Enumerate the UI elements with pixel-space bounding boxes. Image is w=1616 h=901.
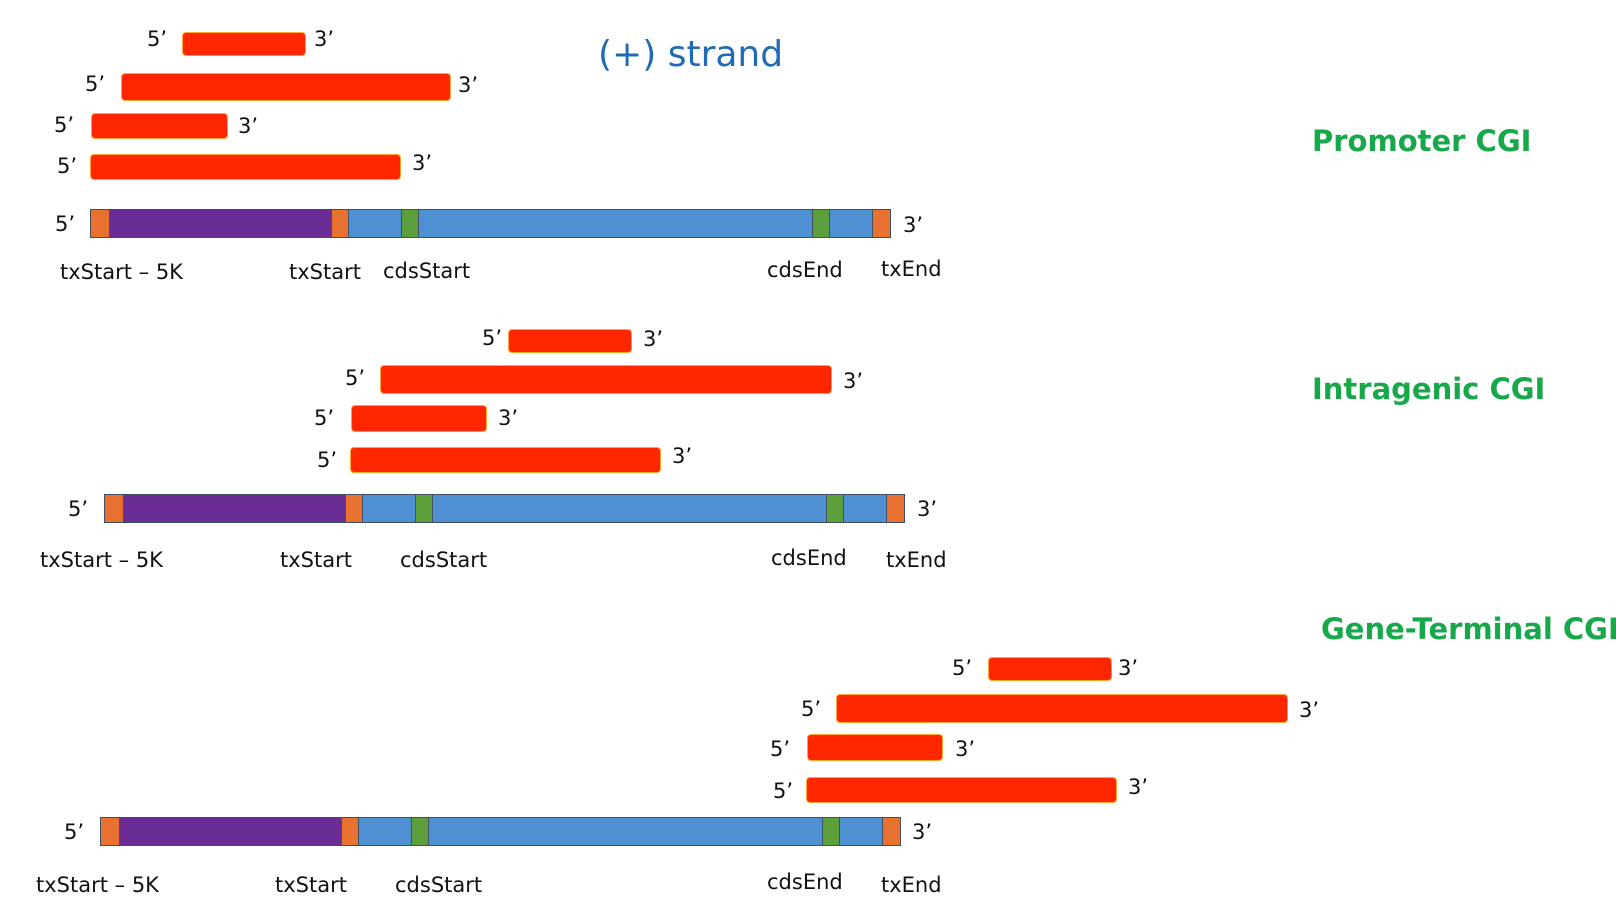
five-prime-label: 5’ — [482, 326, 503, 350]
five-prime-label: 5’ — [317, 448, 338, 472]
label-tx-start-5k: txStart – 5K — [60, 260, 183, 284]
cgi-bar — [508, 329, 632, 353]
three-prime-label: 3’ — [955, 737, 976, 761]
upstream-region — [100, 209, 344, 238]
label-cds-end: cdsEnd — [771, 546, 847, 570]
cgi-bar — [988, 657, 1112, 681]
five-prime-label: 5’ — [54, 113, 75, 137]
cds-start-marker — [411, 817, 429, 846]
tx-end-marker — [886, 494, 905, 523]
cgi-bar — [91, 113, 228, 139]
cgi-bar — [182, 32, 306, 56]
cds-end-marker — [812, 209, 830, 238]
label-tx-start-5k: txStart – 5K — [36, 873, 159, 897]
cgi-bar — [351, 405, 487, 432]
five-prime-label: 5’ — [345, 366, 366, 390]
five-prime-label: 5’ — [773, 779, 794, 803]
cds-start-marker — [401, 209, 419, 238]
label-cds-end: cdsEnd — [767, 870, 843, 894]
label-tx-end: txEnd — [881, 257, 942, 281]
three-prime-label: 3’ — [912, 820, 933, 844]
gene-model-bar — [104, 494, 905, 523]
tx-start-5k-marker — [104, 494, 124, 523]
three-prime-label: 3’ — [238, 114, 259, 138]
label-tx-start: txStart — [275, 873, 347, 897]
five-prime-label: 5’ — [801, 697, 822, 721]
transcript-body — [342, 209, 888, 238]
label-cds-start: cdsStart — [400, 548, 488, 572]
tx-start-marker — [345, 494, 363, 523]
three-prime-label: 3’ — [1118, 656, 1139, 680]
cgi-bar — [90, 154, 401, 180]
three-prime-label: 3’ — [917, 497, 938, 521]
five-prime-label: 5’ — [314, 406, 335, 430]
three-prime-label: 3’ — [1128, 775, 1149, 799]
five-prime-label: 5’ — [770, 737, 791, 761]
panel-title-intragenic: Intragenic CGI — [1312, 372, 1546, 406]
cgi-bar — [121, 73, 451, 101]
tx-start-5k-marker — [100, 817, 120, 846]
cgi-bar — [806, 777, 1117, 803]
upstream-region — [114, 494, 358, 523]
gene-model-bar — [90, 209, 891, 238]
three-prime-label: 3’ — [903, 213, 924, 237]
transcript-body — [356, 494, 902, 523]
three-prime-label: 3’ — [498, 406, 519, 430]
label-tx-end: txEnd — [881, 873, 942, 897]
three-prime-label: 3’ — [843, 369, 864, 393]
three-prime-label: 3’ — [672, 444, 693, 468]
panel-title-promoter: Promoter CGI — [1312, 124, 1532, 158]
three-prime-label: 3’ — [643, 327, 664, 351]
cds-end-marker — [822, 817, 840, 846]
five-prime-label: 5’ — [68, 497, 89, 521]
three-prime-label: 3’ — [314, 27, 335, 51]
tx-end-marker — [872, 209, 891, 238]
three-prime-label: 3’ — [458, 73, 479, 97]
label-cds-start: cdsStart — [383, 259, 471, 283]
tx-start-marker — [331, 209, 349, 238]
gene-model-bar — [100, 817, 901, 846]
five-prime-label: 5’ — [85, 72, 106, 96]
five-prime-label: 5’ — [952, 656, 973, 680]
cgi-bar — [807, 734, 943, 761]
three-prime-label: 3’ — [412, 151, 433, 175]
cds-end-marker — [826, 494, 844, 523]
label-cds-start: cdsStart — [395, 873, 483, 897]
tx-start-5k-marker — [90, 209, 110, 238]
cgi-bar — [380, 365, 832, 394]
cgi-bar — [350, 447, 661, 473]
five-prime-label: 5’ — [64, 820, 85, 844]
cds-start-marker — [415, 494, 433, 523]
five-prime-label: 5’ — [55, 212, 76, 236]
label-tx-start: txStart — [280, 548, 352, 572]
five-prime-label: 5’ — [147, 27, 168, 51]
tx-start-marker — [341, 817, 359, 846]
label-tx-start-5k: txStart – 5K — [40, 548, 163, 572]
five-prime-label: 5’ — [57, 154, 78, 178]
strand-title: (+) strand — [598, 34, 784, 75]
panel-title-gene-terminal: Gene-Terminal CGI — [1321, 612, 1616, 646]
tx-end-marker — [882, 817, 901, 846]
upstream-region — [110, 817, 354, 846]
cgi-bar — [836, 694, 1288, 723]
three-prime-label: 3’ — [1299, 698, 1320, 722]
label-cds-end: cdsEnd — [767, 258, 843, 282]
transcript-body — [352, 817, 898, 846]
label-tx-end: txEnd — [886, 548, 947, 572]
label-tx-start: txStart — [289, 260, 361, 284]
